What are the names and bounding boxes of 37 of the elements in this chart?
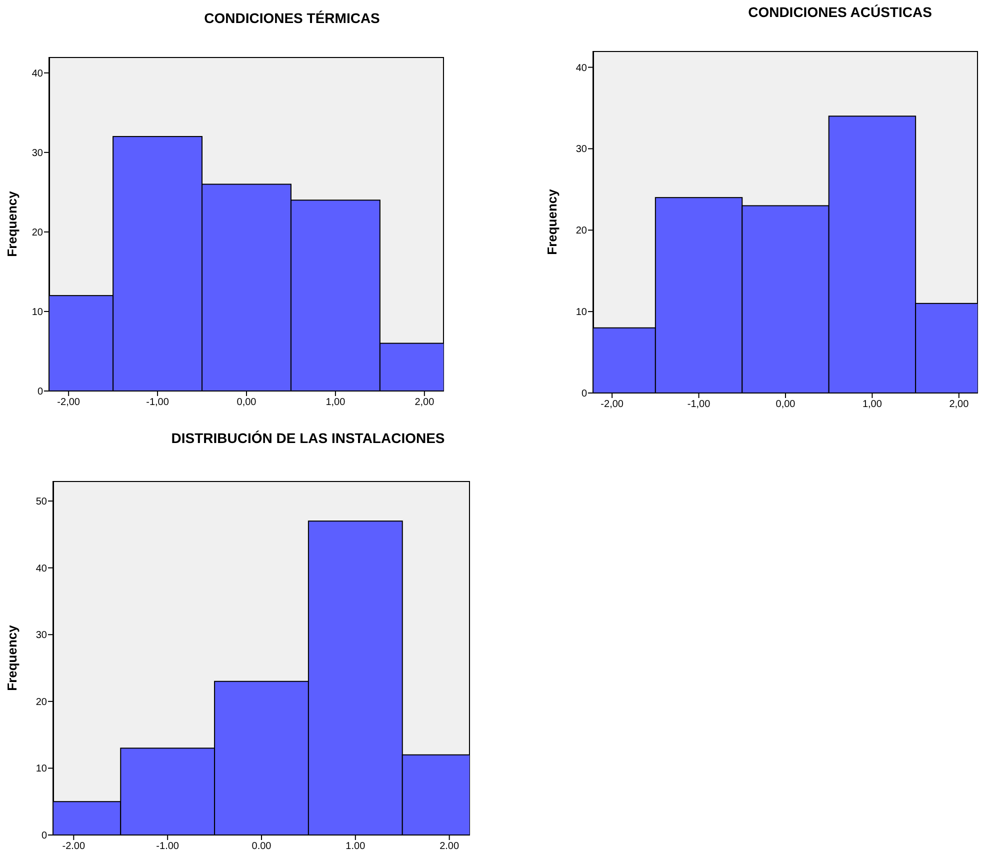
y-tick-label: 30 <box>576 144 588 156</box>
x-tick-label: 1,00 <box>862 399 882 410</box>
chart-title: DISTRIBUCIÓN DE LAS INSTALACIONES <box>171 430 445 446</box>
y-tick-label: 40 <box>576 62 588 74</box>
y-tick-label: 50 <box>36 496 48 508</box>
y-tick-label: 30 <box>36 630 48 642</box>
x-tick-label: 1,00 <box>326 397 346 408</box>
y-tick-label: 20 <box>576 226 588 237</box>
y-axis-title: Frequency <box>4 624 20 691</box>
y-tick-label: 0 <box>581 388 588 400</box>
x-tick-label: -2.00 <box>62 841 86 852</box>
x-tick-label: 2,00 <box>414 397 435 408</box>
y-tick-label: 40 <box>36 563 48 574</box>
y-tick-label: 30 <box>32 148 44 159</box>
chart-title: CONDICIONES ACÚSTICAS <box>748 4 932 20</box>
x-tick-label: -2,00 <box>600 399 624 410</box>
x-tick-label: -1,00 <box>687 399 711 410</box>
y-tick-label: 20 <box>36 696 48 708</box>
y-tick-label: 10 <box>32 306 44 318</box>
x-tick-label: -1,00 <box>146 397 170 408</box>
x-tick-label: 0,00 <box>776 399 796 410</box>
y-tick-label: 10 <box>36 764 48 775</box>
x-tick-label: -1.00 <box>156 841 180 852</box>
y-tick-label: 20 <box>32 227 44 238</box>
x-tick-label: 1.00 <box>346 841 366 852</box>
chart-title: CONDICIONES TÉRMICAS <box>204 10 380 26</box>
y-tick-label: 0 <box>41 830 48 842</box>
y-axis-title: Frequency <box>4 190 20 257</box>
y-tick-label: 0 <box>37 386 44 398</box>
y-axis-title: Frequency <box>544 188 560 255</box>
x-tick-label: -2,00 <box>57 397 80 408</box>
x-tick-label: 2,00 <box>949 399 970 410</box>
y-tick-label: 40 <box>32 68 44 80</box>
x-tick-label: 0,00 <box>236 397 257 408</box>
x-tick-label: 0.00 <box>252 841 272 852</box>
x-tick-label: 2.00 <box>440 841 460 852</box>
y-tick-label: 10 <box>576 307 588 318</box>
